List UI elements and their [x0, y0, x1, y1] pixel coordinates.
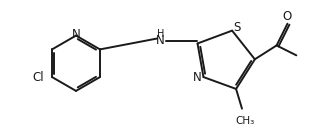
- Text: Cl: Cl: [32, 71, 44, 84]
- Text: N: N: [193, 71, 202, 84]
- Text: S: S: [233, 21, 241, 34]
- Text: N: N: [72, 28, 80, 41]
- Text: O: O: [283, 10, 292, 23]
- Text: CH₃: CH₃: [235, 116, 255, 126]
- Text: N: N: [156, 34, 164, 47]
- Text: H: H: [157, 29, 165, 39]
